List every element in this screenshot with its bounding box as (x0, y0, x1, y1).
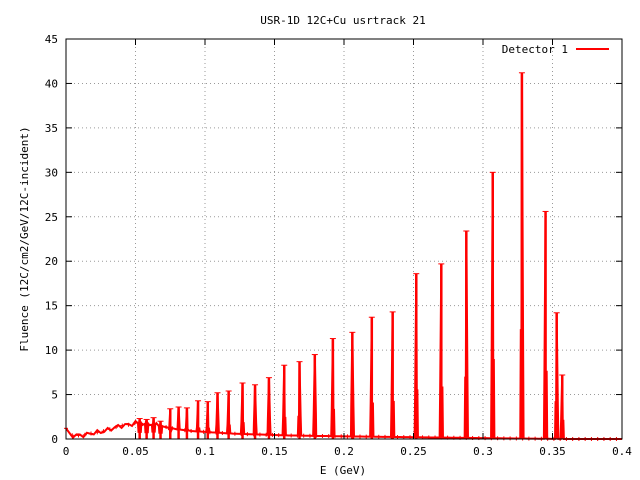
y-tick-label: 40 (45, 77, 58, 90)
x-tick-label: 0.2 (334, 445, 354, 458)
legend: Detector 1 (502, 43, 609, 56)
y-tick-label: 15 (45, 300, 58, 313)
grid-lines (66, 39, 622, 439)
y-tick-label: 25 (45, 211, 58, 224)
chart-title: USR-1D 12C+Cu usrtrack 21 (260, 14, 426, 27)
axis-ticks: 0 5 10 15 20 25 30 35 40 45 0 0.05 0.1 0.15 0.2 0.25 0.3… (45, 33, 633, 458)
x-tick-label: 0.4 (612, 445, 632, 458)
y-tick-label: 45 (45, 33, 58, 46)
y-tick-label: 20 (45, 255, 58, 268)
x-tick-label: 0.25 (400, 445, 427, 458)
x-tick-label: 0.35 (539, 445, 566, 458)
y-axis-label: Fluence (12C/cm2/GeV/12C-incident) (18, 126, 31, 351)
x-tick-label: 0.1 (195, 445, 215, 458)
x-tick-label: 0.05 (122, 445, 149, 458)
y-tick-label: 10 (45, 344, 58, 357)
y-tick-label: 30 (45, 166, 58, 179)
y-tick-label: 0 (51, 433, 58, 446)
y-tick-label: 5 (51, 389, 58, 402)
legend-label: Detector 1 (502, 43, 568, 56)
x-tick-label: 0.3 (473, 445, 493, 458)
y-tick-label: 35 (45, 122, 58, 135)
x-tick-label: 0.15 (261, 445, 288, 458)
x-tick-label: 0 (63, 445, 70, 458)
x-axis-label: E (GeV) (320, 464, 366, 477)
